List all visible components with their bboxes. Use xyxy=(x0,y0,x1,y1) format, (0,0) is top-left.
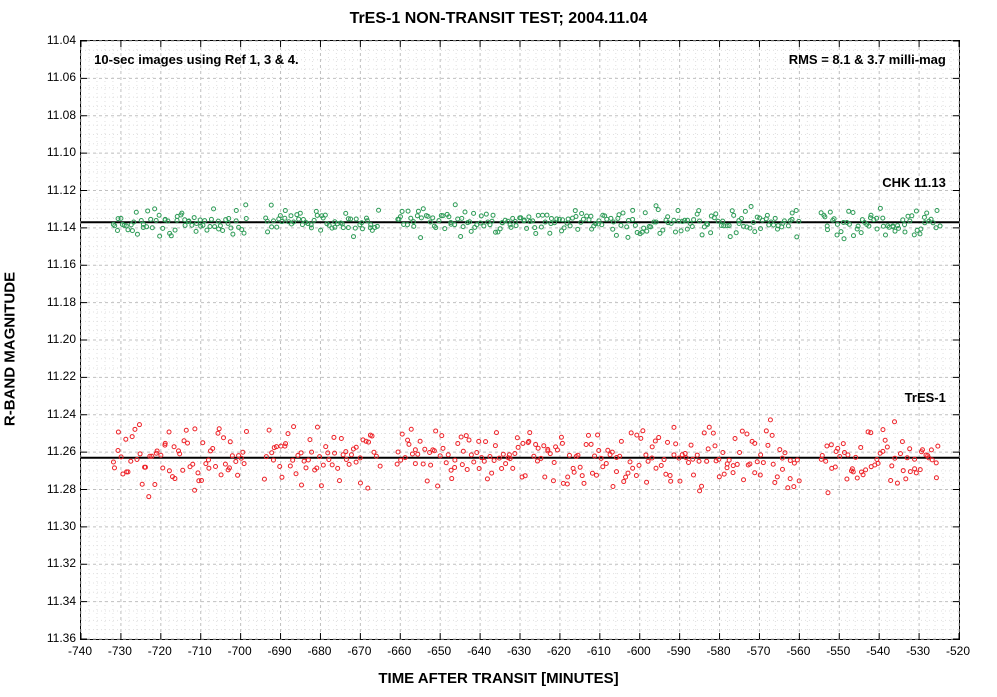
y-tick-label: 11.20 xyxy=(42,332,76,346)
y-tick-label: 11.04 xyxy=(42,33,76,47)
y-tick-label: 11.34 xyxy=(42,594,76,608)
x-tick-label: -700 xyxy=(228,644,252,658)
annotation-top-left: 10-sec images using Ref 1, 3 & 4. xyxy=(94,52,298,67)
x-tick-label: -550 xyxy=(826,644,850,658)
x-tick-label: -610 xyxy=(587,644,611,658)
x-tick-label: -680 xyxy=(307,644,331,658)
x-tick-label: -730 xyxy=(108,644,132,658)
x-tick-label: -600 xyxy=(627,644,651,658)
x-tick-label: -590 xyxy=(667,644,691,658)
series-TrES-1 xyxy=(111,418,939,499)
y-tick-label: 11.08 xyxy=(42,108,76,122)
x-tick-label: -640 xyxy=(467,644,491,658)
plot-area: 10-sec images using Ref 1, 3 & 4. RMS = … xyxy=(80,40,960,640)
x-tick-label: -710 xyxy=(188,644,212,658)
y-tick-label: 11.18 xyxy=(42,295,76,309)
y-tick-label: 11.32 xyxy=(42,556,76,570)
y-tick-label: 11.16 xyxy=(42,257,76,271)
x-tick-label: -570 xyxy=(746,644,770,658)
x-tick-label: -740 xyxy=(68,644,92,658)
x-tick-label: -530 xyxy=(906,644,930,658)
y-axis-label: R-BAND MAGNITUDE xyxy=(2,271,19,425)
y-tick-label: 11.10 xyxy=(42,145,76,159)
x-tick-label: -660 xyxy=(387,644,411,658)
chart-frame: TrES-1 NON-TRANSIT TEST; 2004.11.04 R-BA… xyxy=(0,0,997,697)
y-tick-label: 11.28 xyxy=(42,482,76,496)
x-tick-label: -720 xyxy=(148,644,172,658)
y-tick-label: 11.36 xyxy=(42,631,76,645)
x-tick-label: -670 xyxy=(347,644,371,658)
y-tick-label: 11.12 xyxy=(42,183,76,197)
series-label-chk: CHK 11.13 xyxy=(882,175,946,190)
x-tick-label: -520 xyxy=(946,644,970,658)
x-axis-label: TIME AFTER TRANSIT [MINUTES] xyxy=(0,670,997,687)
x-tick-label: -650 xyxy=(427,644,451,658)
x-tick-label: -540 xyxy=(866,644,890,658)
series-label-tres1: TrES-1 xyxy=(905,390,946,405)
y-tick-label: 11.30 xyxy=(42,519,76,533)
y-tick-label: 11.14 xyxy=(42,220,76,234)
y-tick-label: 11.24 xyxy=(42,407,76,421)
x-tick-label: -690 xyxy=(268,644,292,658)
x-tick-label: -630 xyxy=(507,644,531,658)
scatter-layer xyxy=(81,41,959,639)
y-tick-label: 11.26 xyxy=(42,444,76,458)
y-tick-label: 11.06 xyxy=(42,70,76,84)
y-tick-label: 11.22 xyxy=(42,369,76,383)
chart-title: TrES-1 NON-TRANSIT TEST; 2004.11.04 xyxy=(0,10,997,28)
x-tick-label: -560 xyxy=(786,644,810,658)
series-CHK xyxy=(111,203,942,241)
x-tick-label: -580 xyxy=(707,644,731,658)
annotation-top-right: RMS = 8.1 & 3.7 milli-mag xyxy=(789,52,946,67)
x-tick-label: -620 xyxy=(547,644,571,658)
